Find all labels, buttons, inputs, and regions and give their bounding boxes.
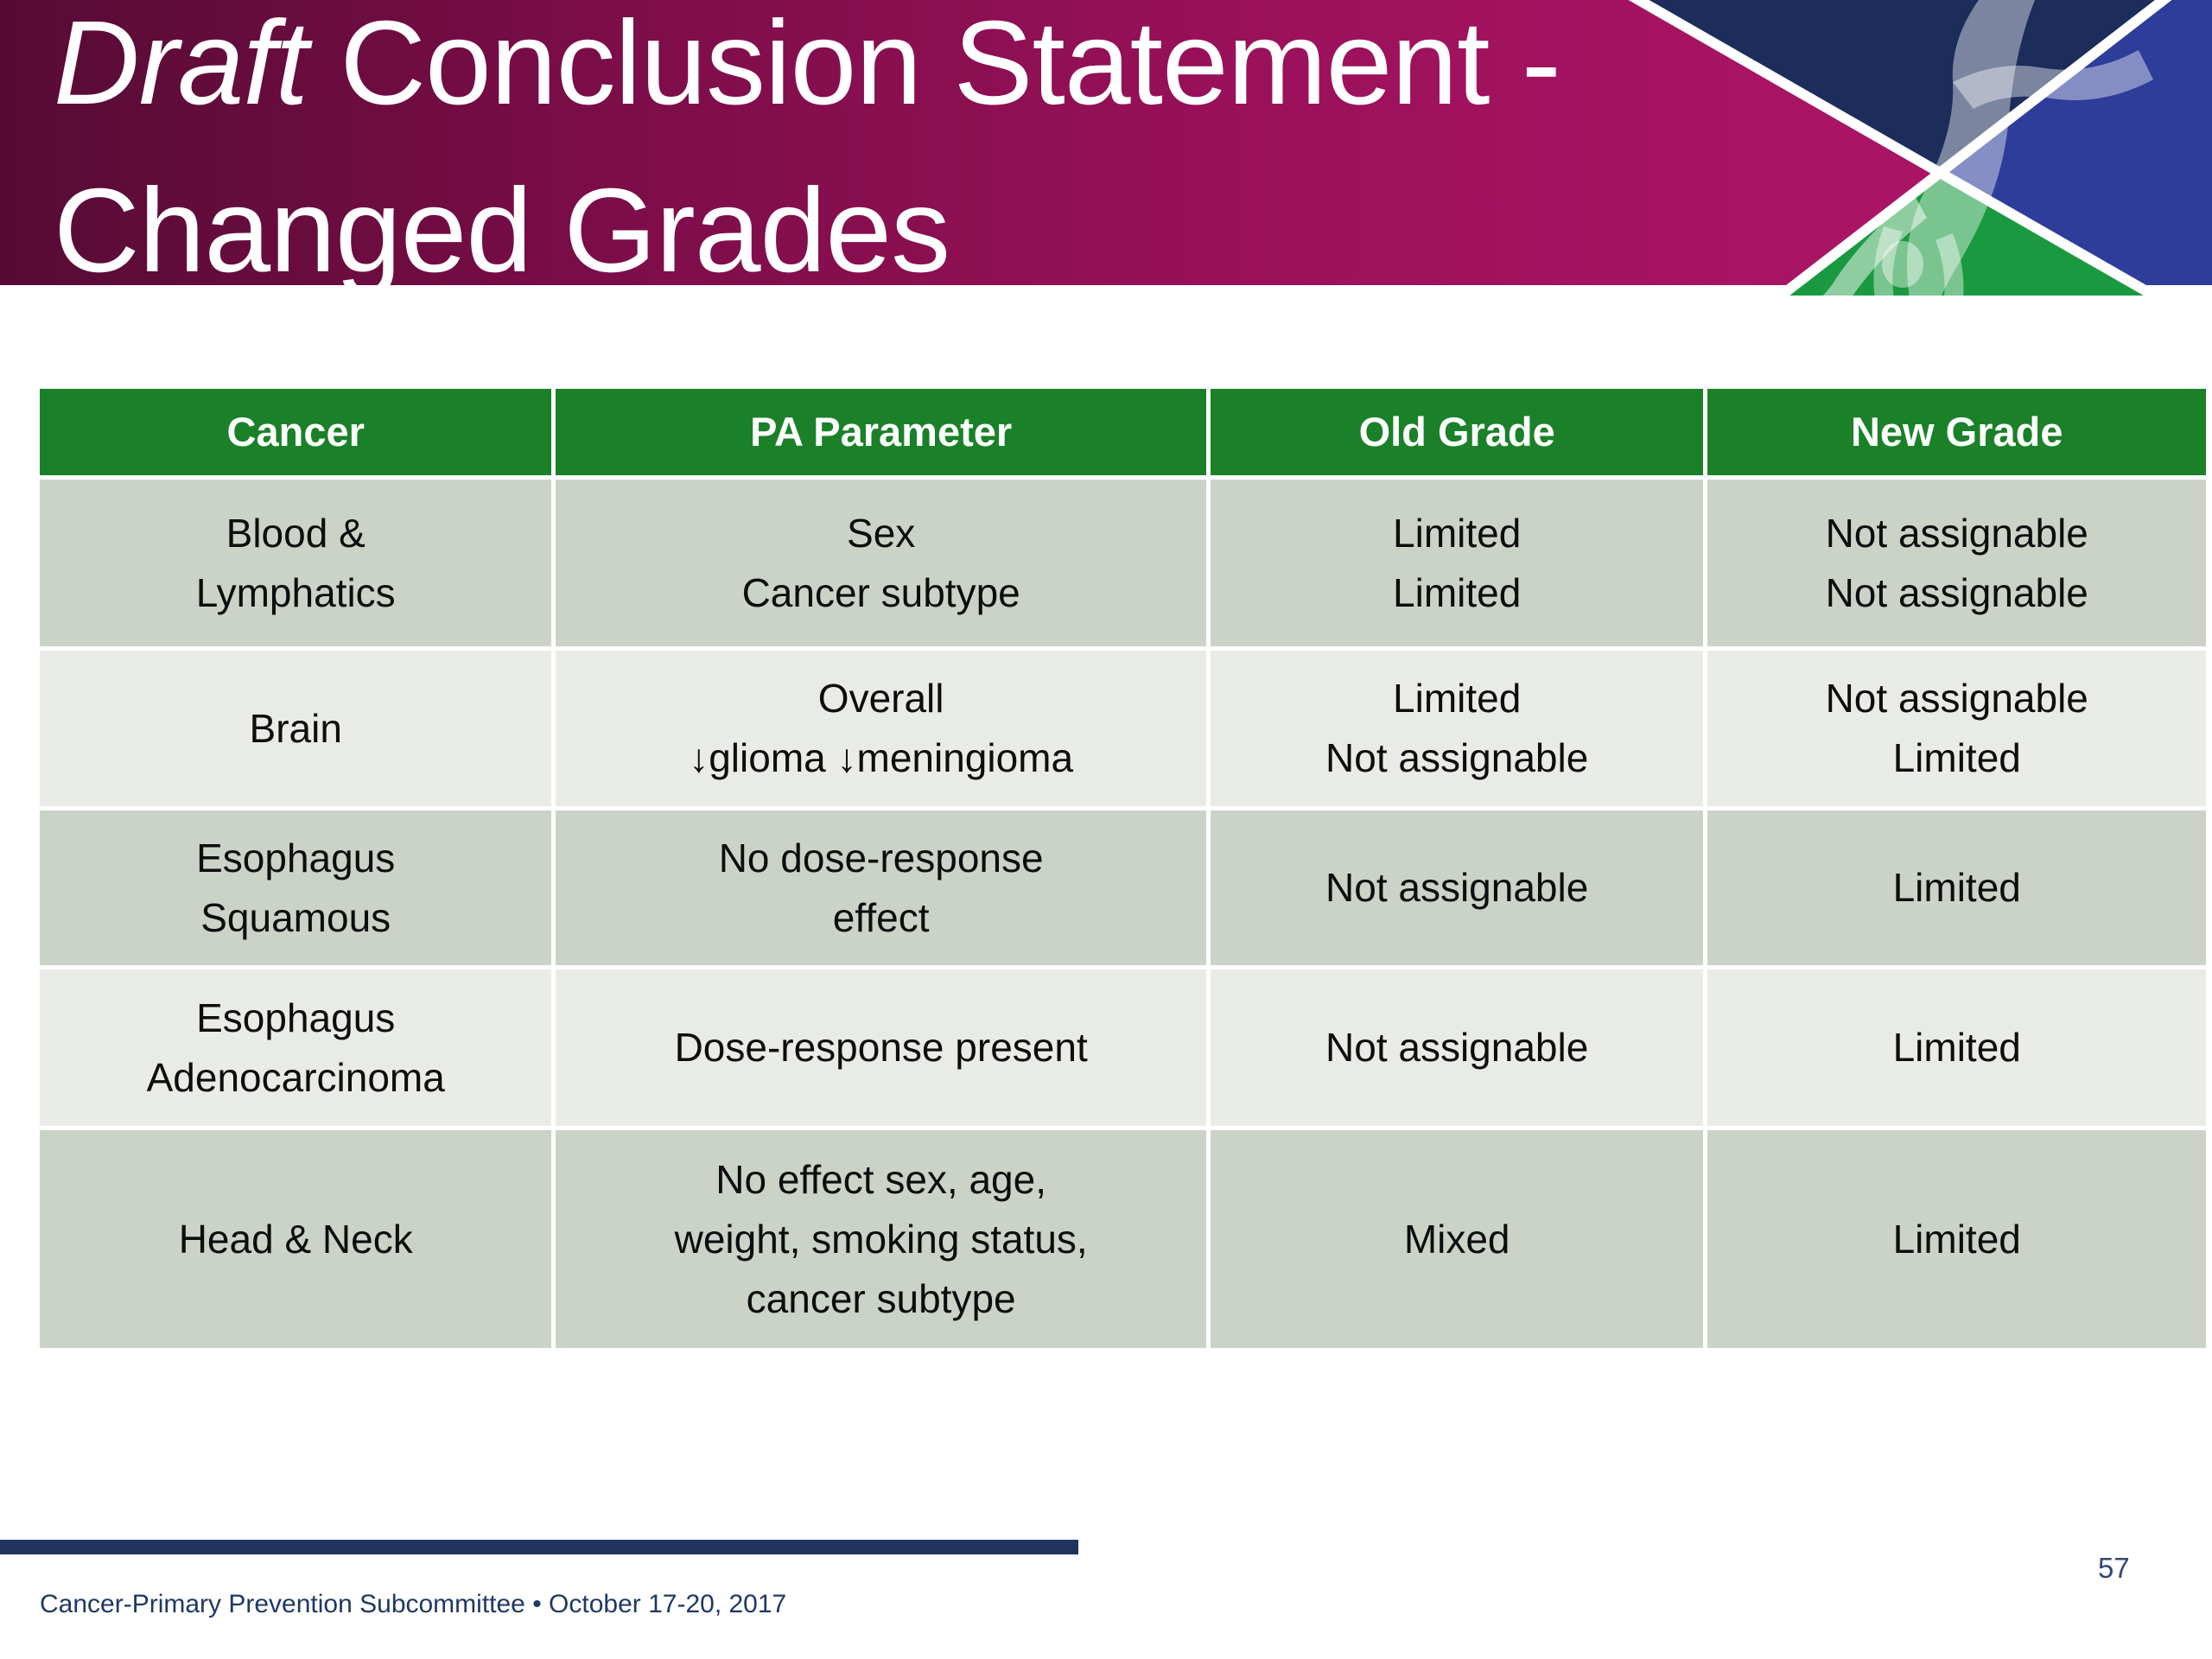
table-cell: Not assignable [1210, 810, 1704, 965]
footer-divider [0, 1540, 1078, 1554]
logo-blue-triangle [1940, 0, 2212, 285]
slide-title-line1-rest: Conclusion Statement - [308, 0, 1560, 130]
table-cell: Dose-response present [556, 969, 1206, 1126]
slide-title-line1: Draft Conclusion Statement - [54, 3, 1561, 123]
table-cell: No effect sex, age, weight, smoking stat… [556, 1130, 1206, 1348]
logo-navy-triangle [1638, 0, 2164, 173]
physical-activity-guidelines-logo [1628, 0, 2212, 302]
footer-subcommittee-date: Cancer-Primary Prevention Subcommittee •… [40, 1590, 787, 1618]
table-cell: Head & Neck [40, 1130, 552, 1348]
table-cell: Sex Cancer subtype [556, 480, 1206, 646]
table-cell: Limited Not assignable [1210, 651, 1704, 806]
column-header-new-grade: New Grade [1707, 389, 2206, 475]
slide-title-draft-italic: Draft [54, 0, 308, 130]
athlete-silhouette-arm [1819, 194, 1927, 301]
logo-diagonal-line [1628, 0, 2177, 302]
table-cell: Limited [1707, 969, 2206, 1126]
logo-diagonal-line [1764, 0, 2172, 302]
table-cell: Not assignable [1210, 969, 1704, 1126]
slide-title-line2: Changed Grades [54, 164, 950, 297]
table-cell: Blood & Lymphatics [40, 480, 552, 646]
table-cell: Limited [1707, 1130, 2206, 1348]
changed-grades-table: Cancer PA Parameter Old Grade New Grade … [40, 389, 2206, 1348]
table-cell: Limited [1707, 810, 2206, 965]
table-cell: Limited Limited [1210, 480, 1704, 646]
slide-page-number: 57 [2098, 1552, 2130, 1584]
table-cell: Overall ↓glioma ↓meningioma [556, 651, 1206, 806]
table-cell: Brain [40, 651, 552, 806]
table-cell: Not assignable Limited [1707, 651, 2206, 806]
column-header-cancer: Cancer [40, 389, 552, 475]
column-header-old-grade: Old Grade [1210, 389, 1704, 475]
table-cell: Esophagus Adenocarcinoma [40, 969, 552, 1126]
table-cell: Esophagus Squamous [40, 810, 552, 965]
column-header-pa-parameter: PA Parameter [556, 389, 1206, 475]
table-cell: Mixed [1210, 1130, 1704, 1348]
table-cell: Not assignable Not assignable [1707, 480, 2206, 646]
table-cell: No dose-response effect [556, 810, 1206, 965]
